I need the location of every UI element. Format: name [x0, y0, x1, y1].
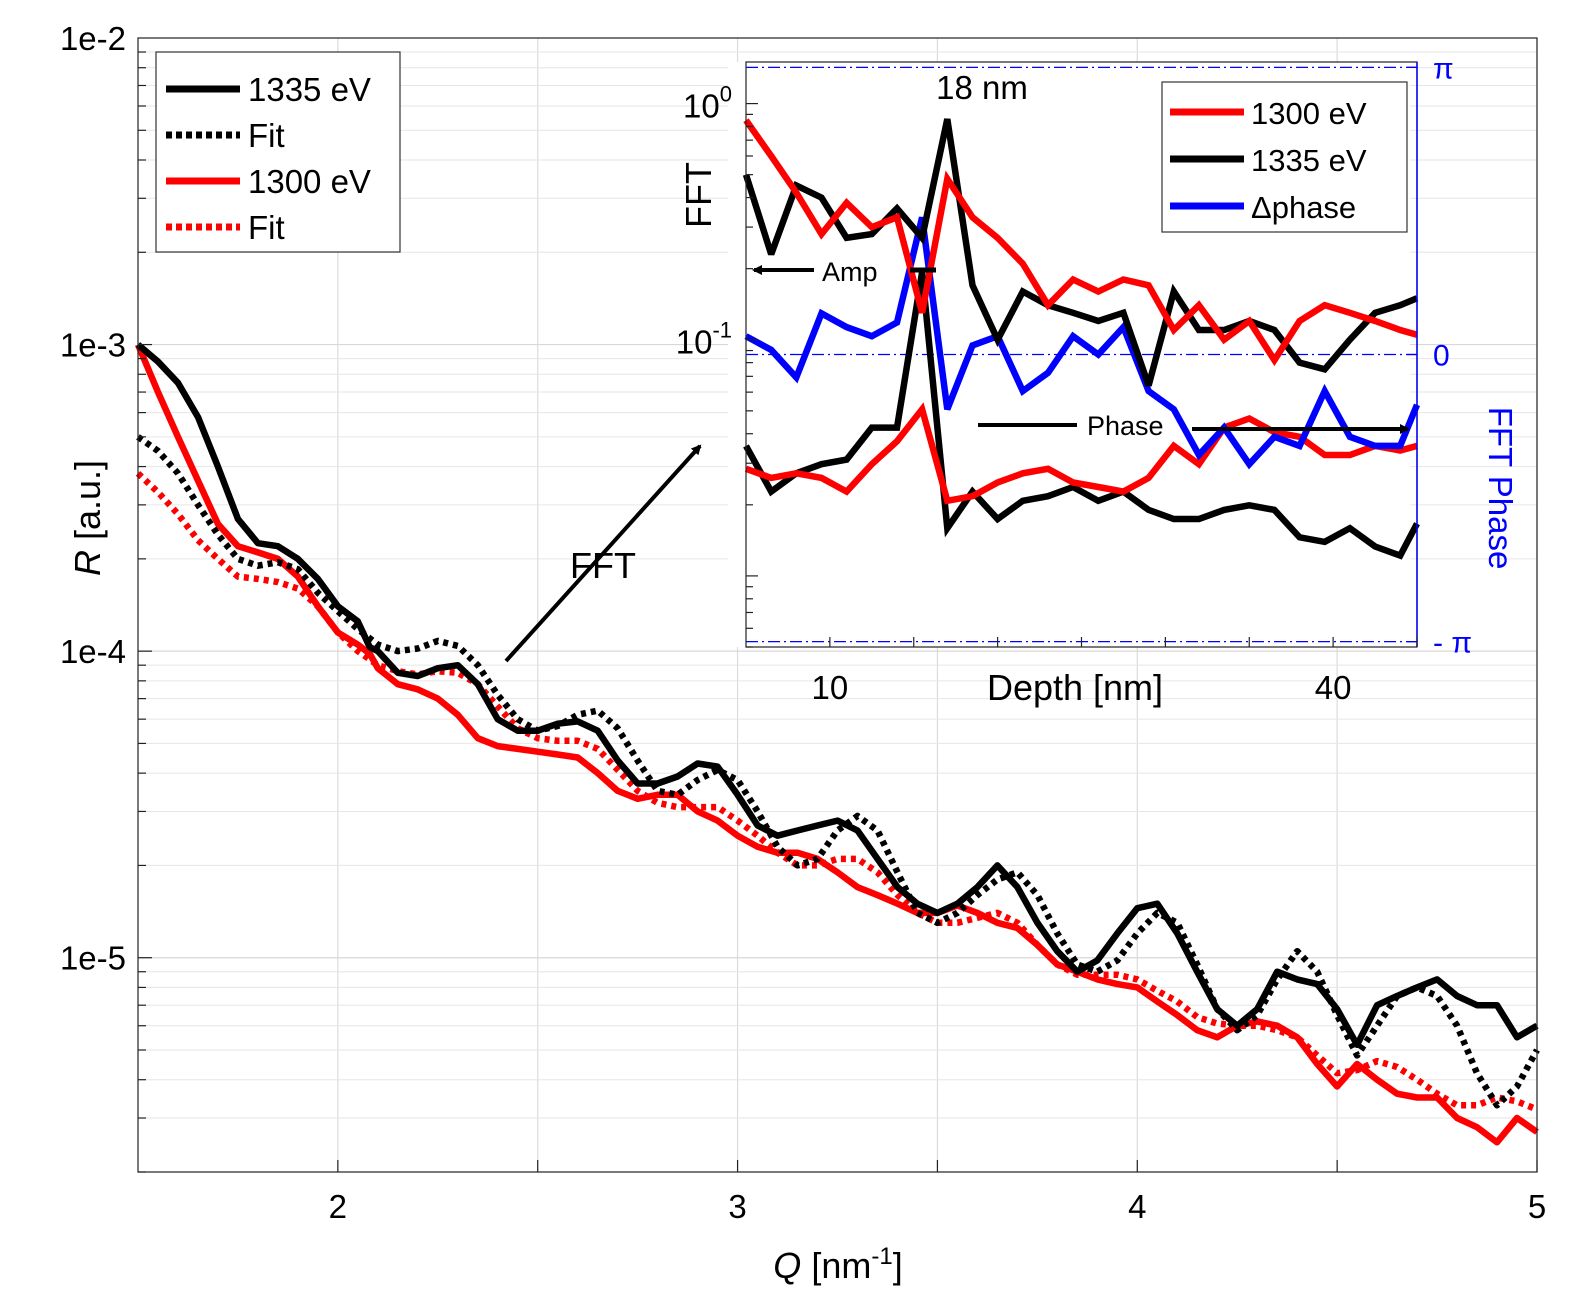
inset-x-tick-label: 40	[1315, 669, 1352, 706]
main-x-tick-label: 3	[728, 1188, 746, 1225]
main-y-tick-label: 1e-4	[60, 633, 126, 670]
main-legend: 1335 eV Fit 1300 eV Fit	[155, 51, 401, 253]
inset-legend-label-1300ev: 1300 eV	[1251, 96, 1367, 131]
legend-label-1335ev: 1335 eV	[248, 71, 371, 108]
inset-ticks: π 0 - π 100 10-1 10 40	[676, 52, 1472, 706]
series-fit-dotted-000000	[136, 434, 1540, 1109]
main-y-tick-label: 1e-5	[60, 940, 126, 977]
inset-series-1300-ev-amp	[743, 118, 1418, 367]
fft-annotation: FFT	[570, 545, 636, 586]
main-series	[135, 342, 1540, 1146]
inset-series-1300-ev-phase-phase	[744, 402, 1418, 505]
inset-x-label: Depth [nm]	[987, 667, 1163, 708]
main-legend-box	[155, 51, 401, 253]
peak-annotation: 18 nm	[936, 69, 1028, 106]
inset-left-tick-label: 100	[683, 82, 732, 125]
legend-label-fit-red: Fit	[248, 209, 285, 246]
series-1300-ev-ff0000	[135, 343, 1539, 1146]
main-x-label: Q [nm-1]	[773, 1243, 902, 1286]
series-1335-ev-000000	[135, 342, 1539, 1049]
inset-right-tick-label: - π	[1433, 627, 1472, 660]
main-x-tick-label: 2	[329, 1188, 347, 1225]
inset-right-tick-label: 0	[1433, 340, 1450, 373]
inset-legend-label-1335ev: 1335 eV	[1251, 143, 1367, 178]
inset-series	[742, 118, 1421, 560]
main-x-tick-label: 4	[1128, 1188, 1146, 1225]
legend-label-fit-black: Fit	[248, 117, 285, 154]
legend-label-1300ev: 1300 eV	[248, 163, 371, 200]
inset-right-tick-label: π	[1433, 52, 1454, 85]
phase-annotation: Phase	[1087, 411, 1164, 441]
inset-legend: 1300 eV 1335 eV Δphase	[1161, 81, 1408, 233]
inset-series-1335-ev-amp	[742, 118, 1419, 387]
main-x-tick-label: 5	[1528, 1188, 1546, 1225]
main-plot-frame	[137, 37, 1538, 1173]
main-ticks: 2 3 4 5 1e-2 1e-3 1e-4 1e-5	[60, 20, 1546, 1225]
main-y-tick-label: 1e-3	[60, 327, 126, 364]
fft-arrow	[504, 444, 702, 663]
inset-series-phase-phase	[744, 216, 1421, 470]
inset-y-label-left: FFT	[678, 162, 719, 228]
main-y-label: R [a.u.]	[67, 460, 108, 576]
inset-y-label-right: FFT Phase	[1482, 407, 1519, 570]
main-y-tick-label: 1e-2	[60, 20, 126, 57]
amp-annotation: Amp	[822, 257, 878, 287]
inset-legend-label-dphase: Δphase	[1251, 190, 1356, 225]
inset-series-1335-ev-phase-phase	[743, 271, 1420, 560]
inset-left-tick-label: 10-1	[676, 318, 732, 361]
inset-x-tick-label: 10	[812, 669, 849, 706]
